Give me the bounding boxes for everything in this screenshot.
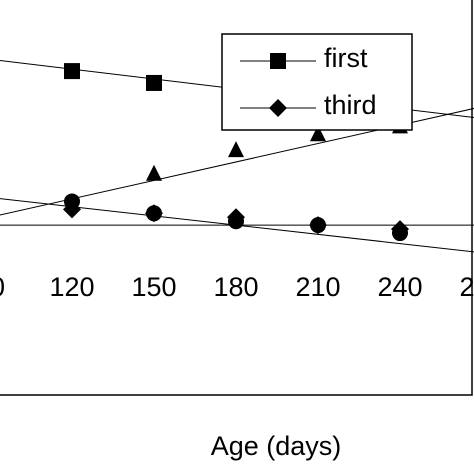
- data-point-first-150: [146, 74, 162, 91]
- data-point-series-4-180: [228, 213, 244, 230]
- x-tick-label: 120: [49, 272, 94, 302]
- legend-marker-third: [269, 99, 287, 117]
- data-point-first-120: [64, 63, 80, 80]
- legend: first third: [221, 33, 413, 131]
- x-axis-ticks: 90 120 150 180 210 240 270: [0, 272, 474, 302]
- data-point-series-2-210: [310, 125, 326, 142]
- data-point-series-4-210: [310, 217, 326, 234]
- data-point-series-4-120: [64, 193, 80, 210]
- legend-label-first: first: [324, 43, 368, 73]
- plot-frame: [0, 0, 473, 396]
- plot-area-border: [0, 0, 473, 396]
- data-point-series-2-150: [146, 164, 162, 181]
- x-tick-label: 210: [295, 272, 340, 302]
- data-point-series-4-240: [392, 225, 408, 242]
- legend-label-third: third: [324, 90, 377, 120]
- legend-box: [221, 33, 413, 131]
- x-tick-label: 270: [459, 272, 474, 302]
- x-tick-label: 180: [213, 272, 258, 302]
- x-axis-title: Age (days): [211, 431, 342, 461]
- x-tick-label: 240: [377, 272, 422, 302]
- data-point-series-2-180: [228, 141, 244, 158]
- x-tick-label: 90: [0, 272, 5, 302]
- data-point-series-4-150: [146, 205, 162, 222]
- x-tick-label: 150: [131, 272, 176, 302]
- legend-marker-first: [270, 53, 286, 69]
